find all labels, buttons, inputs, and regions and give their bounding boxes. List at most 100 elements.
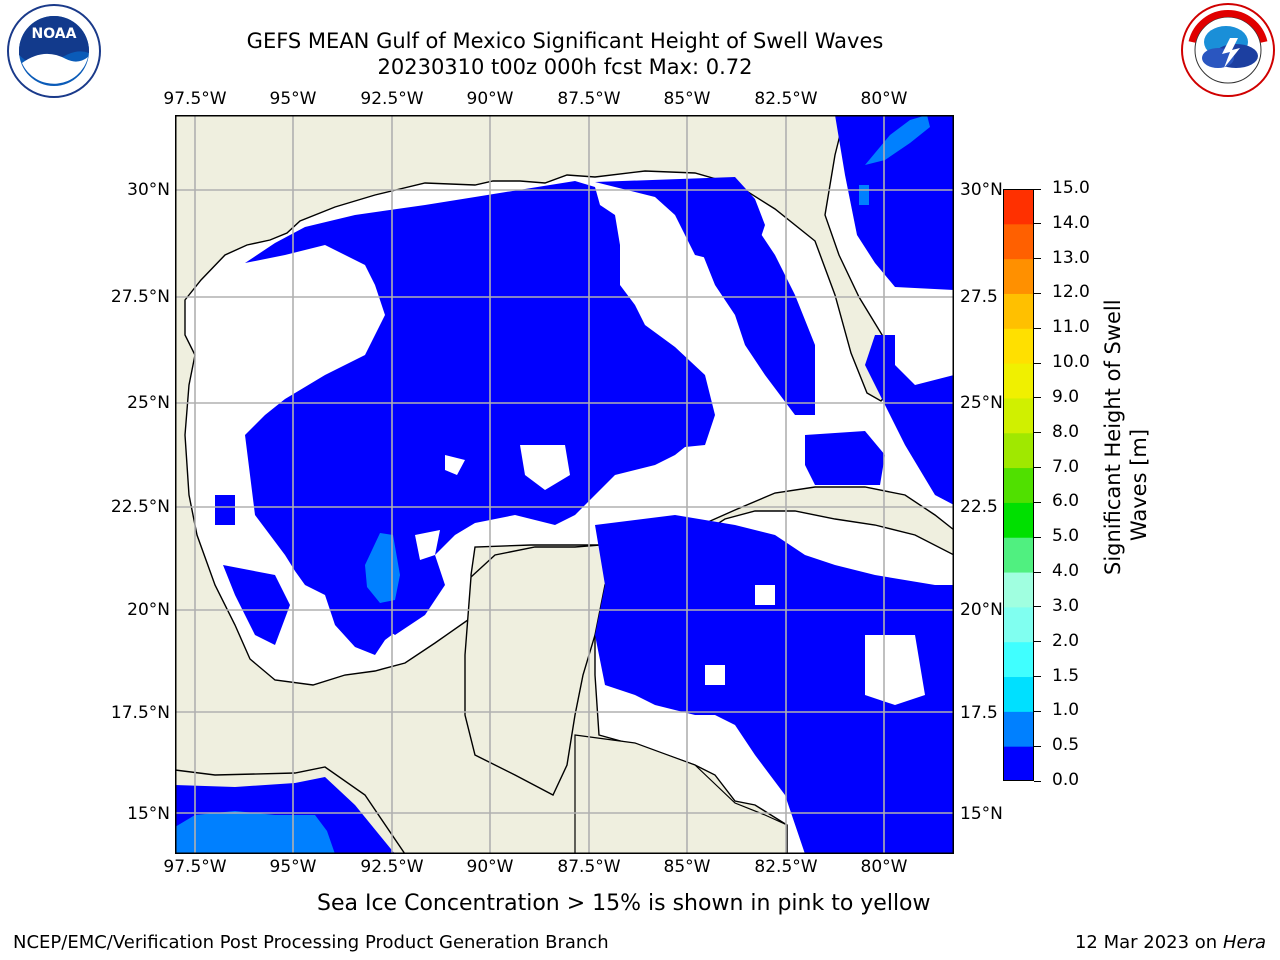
colorbar-tick (1034, 676, 1041, 678)
lat-tick-label-right: 25°N (960, 393, 1003, 413)
colorbar-frame (1003, 189, 1034, 781)
footer-branch: NCEP/EMC/Verification Post Processing Pr… (13, 932, 609, 953)
lat-tick-label-left: 20°N (127, 600, 170, 620)
lat-tick-label-left: 27.5°N (110, 287, 170, 307)
colorbar-tick (1034, 606, 1041, 608)
colorbar-tick (1034, 327, 1041, 329)
lat-tick-label-right: 20°N (960, 600, 1003, 620)
gulf-of-mexico-map (175, 115, 954, 854)
colorbar-bin (1003, 641, 1034, 678)
lon-tick-label-bottom: 97.5°W (163, 857, 227, 877)
lat-tick-label-right: 30°N (960, 180, 1003, 200)
colorbar-title-line: Significant Height of Swell (1101, 299, 1125, 575)
colorbar (1003, 189, 1034, 781)
lon-tick-label-top: 90°W (466, 89, 514, 109)
nws-logo (1178, 2, 1278, 98)
colorbar-bin (1003, 502, 1034, 538)
swell-gap-regions (415, 315, 954, 705)
colorbar-tick-label: 2.0 (1052, 630, 1080, 651)
lat-tick-label-left: 30°N (127, 180, 170, 200)
lon-tick-label-bottom: 85°W (663, 857, 711, 877)
swell-0-0.5-regions (175, 115, 954, 854)
colorbar-tick-label: 11.0 (1052, 317, 1090, 338)
colorbar-title: Significant Height of Swell Waves [m] (1100, 299, 1160, 575)
colorbar-tick-label: 14.0 (1052, 212, 1090, 233)
lon-tick-label-top: 85°W (663, 89, 711, 109)
colorbar-tick-label: 7.0 (1052, 456, 1080, 477)
lon-tick-label-bottom: 87.5°W (557, 857, 621, 877)
colorbar-tick-label: 10.0 (1052, 352, 1090, 373)
sea-ice-note: Sea Ice Concentration > 15% is shown in … (317, 891, 931, 916)
colorbar-bin (1003, 293, 1034, 329)
colorbar-tick (1034, 188, 1041, 190)
colorbar-tick-label: 8.0 (1052, 421, 1080, 442)
lat-tick-label-left: 22.5°N (110, 497, 170, 517)
lon-tick-label-top: 80°W (860, 89, 908, 109)
colorbar-tick-label: 1.5 (1052, 665, 1080, 686)
colorbar-tick-label: 12.0 (1052, 282, 1090, 303)
lat-tick-label-left: 25°N (127, 393, 170, 413)
lon-tick-label-bottom: 90°W (466, 857, 514, 877)
colorbar-tick-label: 9.0 (1052, 386, 1080, 407)
colorbar-tick-label: 0.5 (1052, 735, 1080, 756)
colorbar-tick (1034, 292, 1041, 294)
colorbar-tick (1034, 397, 1041, 399)
colorbar-tick-label: 5.0 (1052, 526, 1080, 547)
lon-tick-label-bottom: 92.5°W (360, 857, 424, 877)
colorbar-bin (1003, 572, 1034, 608)
lat-tick-label-right: 22.5 (960, 497, 998, 517)
lat-tick-label-right: 17.5 (960, 703, 998, 723)
map-subtitle: 20230310 t00z 000h fcst Max: 0.72 (377, 55, 753, 79)
colorbar-tick-label: 0.0 (1052, 770, 1080, 790)
colorbar-tick (1034, 501, 1041, 503)
lon-tick-label-bottom: 80°W (860, 857, 908, 877)
colorbar-bin (1003, 537, 1034, 573)
lat-tick-label-right: 15°N (960, 804, 1003, 824)
graticule (175, 115, 954, 854)
lon-tick-label-top: 97.5°W (163, 89, 227, 109)
footer-date-text: 12 Mar 2023 on (1074, 932, 1218, 953)
colorbar-bin (1003, 363, 1034, 399)
honduras-land (574, 734, 788, 854)
colorbar-bin (1003, 189, 1034, 225)
footer-host: Hera (1222, 932, 1266, 953)
map-title: GEFS MEAN Gulf of Mexico Significant Hei… (246, 29, 884, 53)
lon-tick-label-top: 92.5°W (360, 89, 424, 109)
colorbar-bin (1003, 397, 1034, 434)
lat-tick-label-right: 27.5 (960, 287, 998, 307)
lat-tick-label-left: 15°N (127, 804, 170, 824)
colorbar-tick-label: 1.0 (1052, 700, 1080, 721)
colorbar-tick (1034, 362, 1041, 364)
colorbar-tick (1034, 223, 1041, 225)
colorbar-title-line: Waves [m] (1127, 428, 1151, 542)
colorbar-tick (1034, 432, 1041, 434)
colorbar-tick (1034, 571, 1041, 573)
colorbar-tick (1034, 258, 1041, 260)
colorbar-bin (1003, 328, 1034, 364)
colorbar-bin (1003, 258, 1034, 294)
colorbar-bin (1003, 746, 1034, 781)
colorbar-tick-label: 15.0 (1052, 178, 1090, 198)
colorbar-tick (1034, 780, 1041, 782)
lon-tick-label-bottom: 82.5°W (754, 857, 818, 877)
colorbar-bin (1003, 467, 1034, 503)
colorbar-tick (1034, 467, 1041, 469)
colorbar-bin (1003, 606, 1034, 643)
colorbar-tick-label: 13.0 (1052, 247, 1090, 268)
colorbar-tick (1034, 641, 1041, 643)
lon-tick-label-bottom: 95°W (269, 857, 317, 877)
yucatan-land (464, 544, 621, 796)
colorbar-tick (1034, 745, 1041, 747)
lon-tick-label-top: 87.5°W (557, 89, 621, 109)
colorbar-tick (1034, 710, 1041, 712)
lon-tick-label-top: 82.5°W (754, 89, 818, 109)
colorbar-tick-label: 6.0 (1052, 491, 1080, 512)
colorbar-tick-label: 3.0 (1052, 595, 1080, 616)
noaa-logo-text: NOAA (32, 26, 77, 42)
map-frame (175, 115, 954, 854)
cuba-land (688, 486, 954, 556)
colorbar-tick-label: 4.0 (1052, 561, 1080, 582)
colorbar-bin (1003, 676, 1034, 712)
lon-tick-label-top: 95°W (269, 89, 317, 109)
noaa-logo: NOAA (4, 3, 104, 99)
